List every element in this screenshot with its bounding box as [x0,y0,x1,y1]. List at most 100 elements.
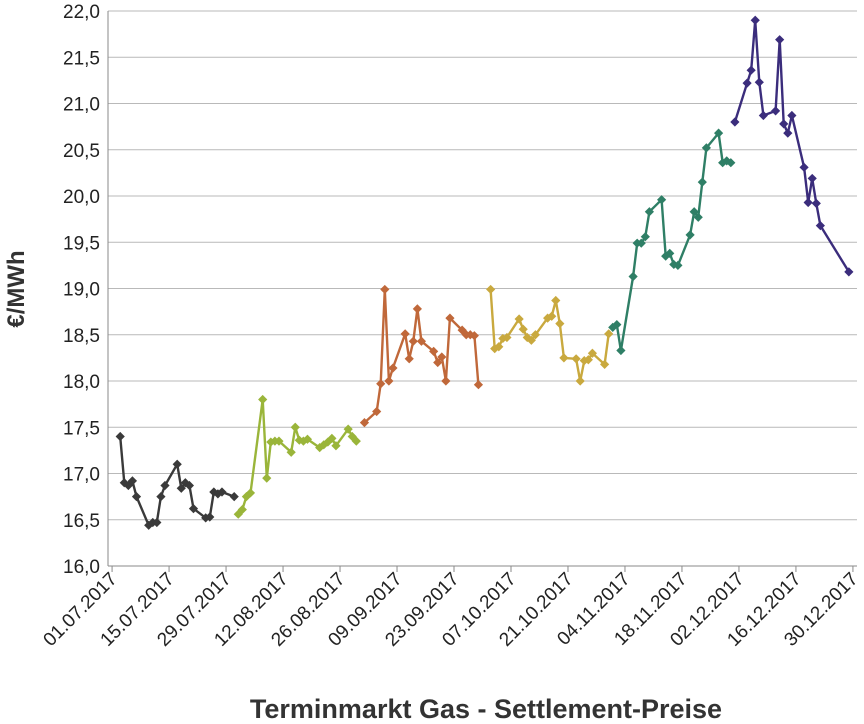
data-point-marker [494,342,504,352]
data-point-marker [412,304,422,314]
y-tick-label: 16,0 [63,557,100,578]
data-point-marker [758,110,768,121]
data-point-marker [713,128,724,138]
y-tick-label: 22,0 [63,2,100,23]
data-point-marker [522,332,532,343]
data-point-marker [551,295,561,306]
data-point-marker [803,197,813,208]
y-tick-label: 19,5 [63,233,100,254]
data-point-marker [583,355,593,365]
data-point-marker [661,251,671,261]
data-point-marker [217,487,227,497]
data-point-marker [274,436,284,446]
data-point-marker [559,353,569,363]
data-point-marker [404,354,414,364]
series-1 [115,431,239,530]
data-point-marker [502,332,512,343]
data-point-marker [429,346,439,356]
y-tick-label: 21,0 [63,95,100,116]
data-point-marker [730,117,740,127]
data-point-marker [783,128,793,138]
gridlines [107,10,857,567]
data-point-marker [701,143,711,153]
data-point-marker [685,230,695,240]
data-point-marker [290,422,300,432]
y-tick-label: 18,5 [63,326,100,347]
data-point-marker [616,345,626,356]
data-point-marker [555,319,565,329]
data-point-marker [779,119,789,129]
data-point-marker [388,363,398,373]
y-tick-label: 20,5 [63,141,100,162]
data-point-marker [718,158,728,168]
data-point-marker [811,198,821,208]
series-4 [486,284,614,386]
series-5 [608,128,736,356]
data-point-marker [433,357,443,368]
x-axis-label: Terminmarkt Gas - Settlement-Preise [250,694,722,724]
data-point-marker [799,162,809,172]
data-series [115,15,854,530]
series-2 [233,394,361,519]
data-point-marker [587,348,598,358]
data-point-marker [665,248,675,258]
data-point-marker [416,336,427,346]
data-point-marker [205,512,215,522]
data-point-marker [441,376,451,386]
data-point-marker [160,480,170,491]
data-point-marker [807,173,817,184]
data-point-marker [127,476,138,486]
data-point-marker [787,110,797,121]
data-point-marker [644,207,654,217]
data-point-marker [327,433,337,443]
y-tick-label: 20,0 [63,187,100,208]
data-point-marker [445,313,455,323]
data-point-marker [612,319,622,330]
data-point-marker [266,437,276,447]
data-point-marker [608,322,618,332]
data-point-marker [408,336,418,346]
data-point-marker [302,434,313,444]
y-axis-tick-labels: 16,0 16,5 17,0 17,5 18,0 18,5 19,0 19,5 20,0 20,5… [63,2,100,578]
data-point-marker [844,267,854,277]
data-point-marker [172,459,182,469]
data-point-marker [469,331,479,341]
data-point-marker [518,324,528,334]
data-point-marker [697,177,707,187]
data-point-marker [600,359,610,369]
data-point-marker [372,406,382,417]
data-point-marker [726,158,736,168]
data-point-marker [351,436,361,446]
data-point-marker [657,195,667,205]
data-point-marker [315,443,325,453]
data-point-marker [530,330,541,340]
data-point-marker [152,517,162,528]
data-point-marker [131,492,142,502]
data-point-marker [498,333,508,344]
y-tick-label: 16,5 [63,511,100,532]
data-point-marker [693,212,703,222]
data-point-marker [673,260,683,270]
series-6 [730,15,854,277]
data-point-marker [156,492,166,502]
series-line [612,131,732,352]
data-point-marker [286,447,296,457]
data-point-marker [123,480,133,491]
data-point-marker [547,311,557,321]
data-point-marker [604,329,614,339]
data-point-marker [233,509,243,519]
data-point-marker [746,65,756,75]
y-axis-label: €/MWh [3,250,30,327]
data-point-marker [176,483,186,493]
data-point-marker [815,221,825,231]
data-point-marker [384,376,394,386]
y-tick-label: 21,5 [63,48,100,69]
series-line [237,398,358,515]
data-point-marker [294,435,304,445]
data-point-marker [245,488,256,498]
data-point-marker [754,77,764,87]
data-point-marker [742,78,752,88]
data-point-marker [770,106,781,116]
data-point-marker [201,513,211,523]
